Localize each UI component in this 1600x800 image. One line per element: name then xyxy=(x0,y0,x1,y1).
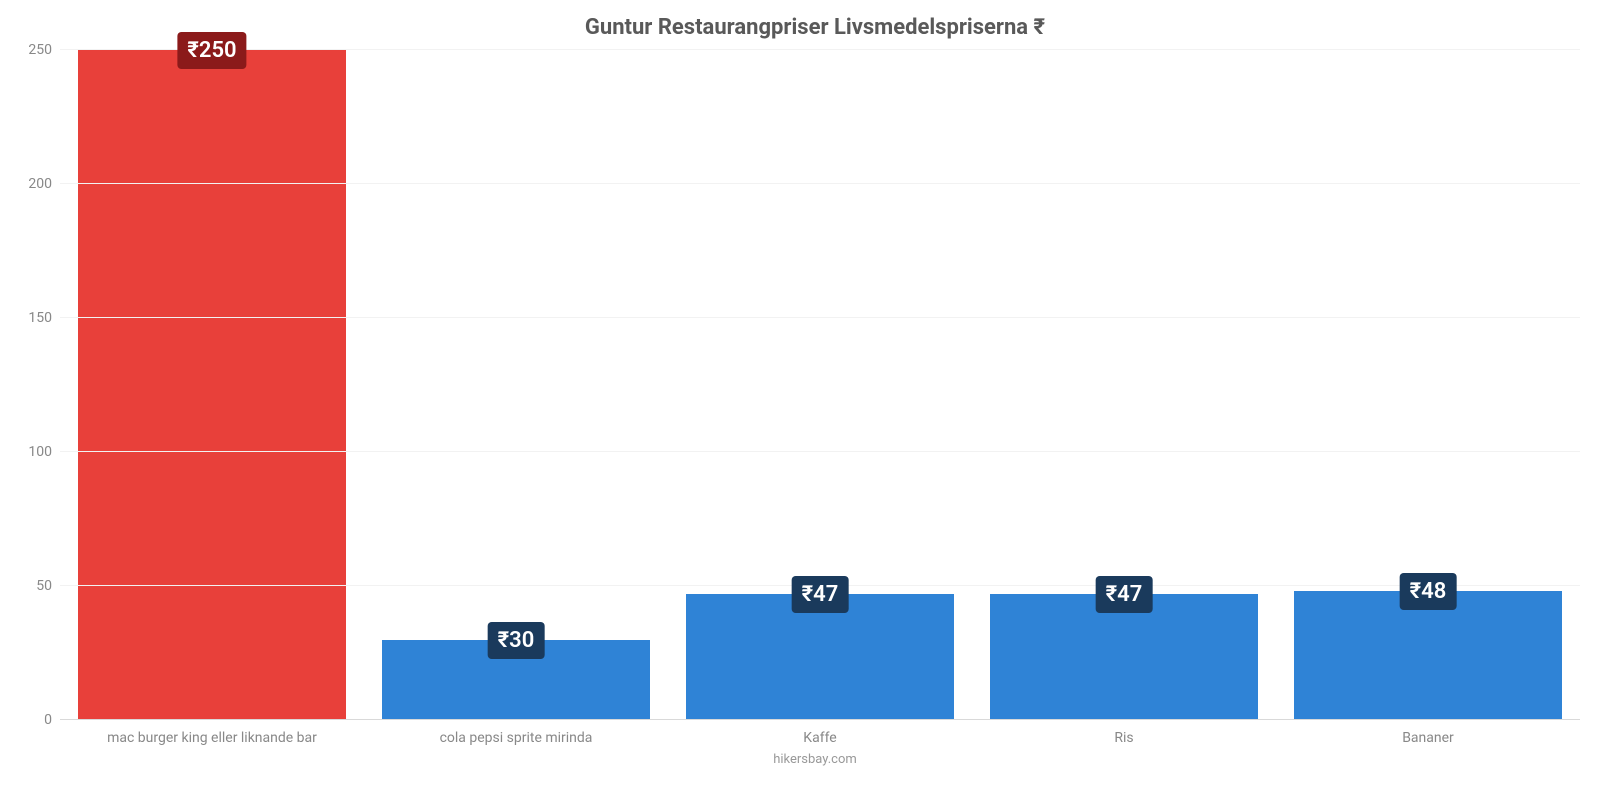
bar: ₹47 xyxy=(686,594,954,720)
y-axis: 050100150200250 xyxy=(20,50,60,720)
plot-area: 050100150200250 ₹250₹30₹47₹47₹48 xyxy=(60,50,1580,720)
x-axis-label: cola pepsi sprite mirinda xyxy=(364,720,668,746)
y-tick: 200 xyxy=(28,176,52,192)
grid-line xyxy=(60,451,1580,452)
attribution: hikersbay.com xyxy=(50,752,1580,767)
x-axis-label: Ris xyxy=(972,720,1276,746)
bar-value-label: ₹48 xyxy=(1400,573,1457,610)
bar-value-label: ₹250 xyxy=(177,32,246,69)
x-axis-line xyxy=(60,719,1580,720)
chart-title: Guntur Restaurangpriser Livsmedelspriser… xyxy=(50,15,1580,40)
y-tick: 50 xyxy=(36,578,52,594)
grid-line xyxy=(60,317,1580,318)
grid-line xyxy=(60,183,1580,184)
x-axis-label: Bananer xyxy=(1276,720,1580,746)
bar-slot: ₹48 xyxy=(1276,50,1580,720)
bars-area: ₹250₹30₹47₹47₹48 xyxy=(60,50,1580,720)
bar-slot: ₹30 xyxy=(364,50,668,720)
bar: ₹48 xyxy=(1294,591,1562,720)
bar-value-label: ₹47 xyxy=(1096,576,1153,613)
bar: ₹47 xyxy=(990,594,1258,720)
price-chart: Guntur Restaurangpriser Livsmedelspriser… xyxy=(0,0,1600,800)
x-axis-labels: mac burger king eller liknande barcola p… xyxy=(60,720,1580,746)
bar: ₹30 xyxy=(382,640,650,720)
y-tick: 0 xyxy=(44,712,52,728)
x-axis-label: Kaffe xyxy=(668,720,972,746)
bar: ₹250 xyxy=(78,50,346,720)
y-tick: 100 xyxy=(28,444,52,460)
y-tick: 250 xyxy=(28,42,52,58)
y-tick: 150 xyxy=(28,310,52,326)
bar-slot: ₹250 xyxy=(60,50,364,720)
x-axis-label: mac burger king eller liknande bar xyxy=(60,720,364,746)
grid-line xyxy=(60,49,1580,50)
bar-value-label: ₹30 xyxy=(488,622,545,659)
bar-slot: ₹47 xyxy=(972,50,1276,720)
bar-value-label: ₹47 xyxy=(792,576,849,613)
bar-slot: ₹47 xyxy=(668,50,972,720)
